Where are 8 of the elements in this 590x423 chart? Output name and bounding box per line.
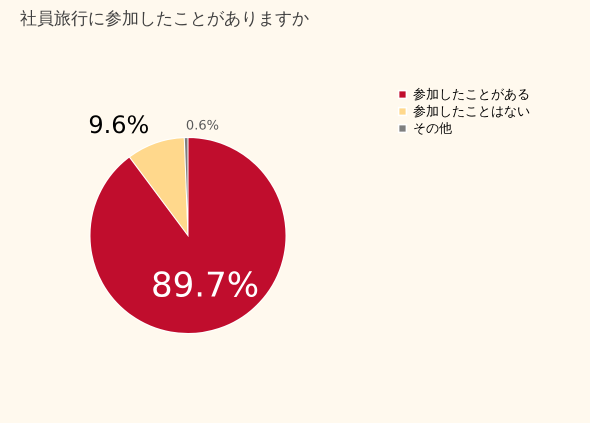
legend-label: その他 (413, 122, 452, 136)
data-label: 9.6% (88, 111, 150, 140)
data-label: 0.6% (186, 118, 219, 134)
legend-label: 参加したことはない (413, 104, 530, 120)
pie-slice (90, 137, 286, 334)
chart-title: 社員旅行に参加したことがありますか (20, 9, 309, 29)
data-label: 89.7% (150, 266, 259, 306)
legend-label: 参加したことがある (413, 88, 530, 102)
